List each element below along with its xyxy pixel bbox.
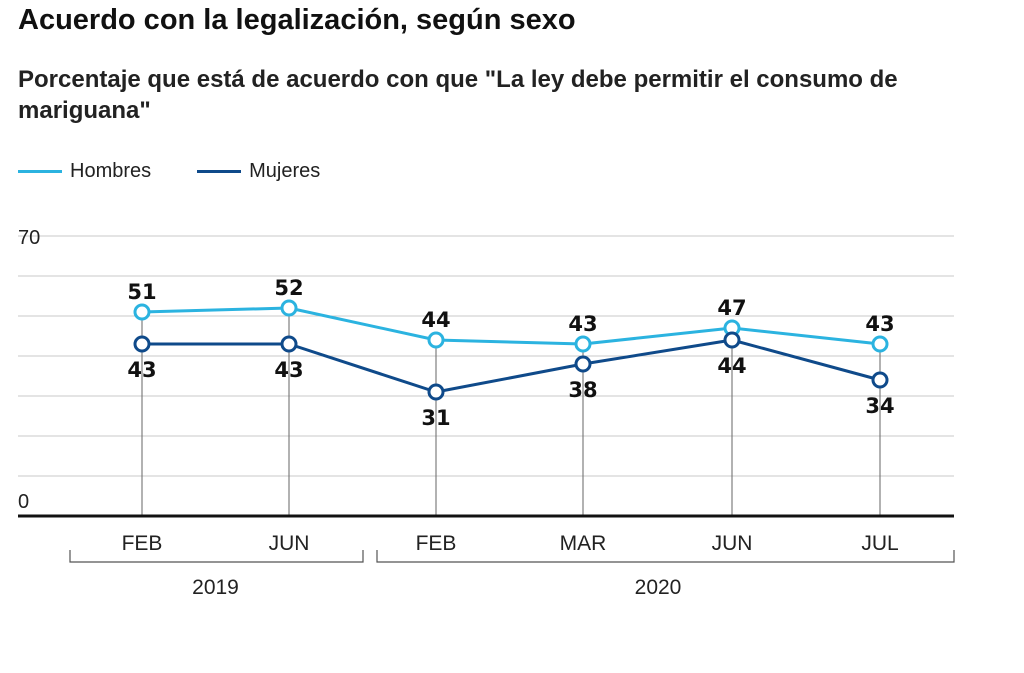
legend-swatch-hombres xyxy=(18,170,62,173)
legend-item-mujeres: Mujeres xyxy=(197,160,320,183)
series-line-mujeres xyxy=(142,338,881,394)
x-tick-label-5: JUL xyxy=(861,532,898,555)
point-mujeres-1 xyxy=(280,335,298,353)
data-label-hombres-4: 47 xyxy=(717,296,746,320)
year-label-2020: 2020 xyxy=(635,576,682,599)
data-label-mujeres-2: 31 xyxy=(421,406,450,430)
grid-layer xyxy=(18,235,954,516)
x-tick-label-3: MAR xyxy=(560,532,607,555)
chart-title: Acuerdo con la legalización, según sexo xyxy=(18,4,576,36)
year-label-2019: 2019 xyxy=(192,576,239,599)
point-mujeres-0 xyxy=(133,335,151,353)
x-tick-label-4: JUN xyxy=(712,532,753,555)
year-bracket-2019 xyxy=(69,550,364,563)
point-hombres-5 xyxy=(871,335,889,353)
year-bracket-2020 xyxy=(376,550,955,563)
data-label-hombres-3: 43 xyxy=(568,312,597,336)
point-hombres-1 xyxy=(280,299,298,317)
data-label-mujeres-4: 44 xyxy=(717,354,746,378)
data-label-mujeres-3: 38 xyxy=(568,378,597,402)
data-label-mujeres-1: 43 xyxy=(274,358,303,382)
data-label-hombres-1: 52 xyxy=(274,276,303,300)
legend-label-mujeres: Mujeres xyxy=(249,160,321,182)
x-tick-label-1: JUN xyxy=(269,532,310,555)
legend-swatch-mujeres xyxy=(197,170,242,173)
point-hombres-3 xyxy=(574,335,592,353)
legend: Hombres Mujeres xyxy=(18,160,366,183)
point-hombres-0 xyxy=(133,303,151,321)
data-label-hombres-5: 43 xyxy=(865,312,894,336)
axis-layer: 0 70 FEB JUN FEB MAR JUN JUL 2019 2020 xyxy=(18,227,955,599)
series-line-hombres xyxy=(141,306,881,346)
point-hombres-2 xyxy=(427,331,445,349)
point-mujeres-5 xyxy=(871,371,889,389)
data-label-hombres-0: 51 xyxy=(127,280,156,304)
point-mujeres-4 xyxy=(723,331,741,349)
point-mujeres-3 xyxy=(574,355,592,373)
data-label-mujeres-0: 43 xyxy=(127,358,156,382)
point-mujeres-2 xyxy=(427,383,445,401)
data-label-hombres-2: 44 xyxy=(421,308,450,332)
label-layer: 51 52 44 43 47 43 43 43 31 38 44 34 xyxy=(127,276,894,430)
x-tick-label-0: FEB xyxy=(122,532,163,555)
y-tick-label-70: 70 xyxy=(18,227,40,249)
y-tick-label-0: 0 xyxy=(18,491,29,513)
data-label-mujeres-5: 34 xyxy=(865,394,894,418)
series-layer xyxy=(133,299,889,401)
legend-label-hombres: Hombres xyxy=(70,160,152,182)
x-tick-label-2: FEB xyxy=(416,532,457,555)
chart-subtitle: Porcentaje que está de acuerdo con que "… xyxy=(18,66,898,124)
legend-item-hombres: Hombres xyxy=(18,160,151,183)
